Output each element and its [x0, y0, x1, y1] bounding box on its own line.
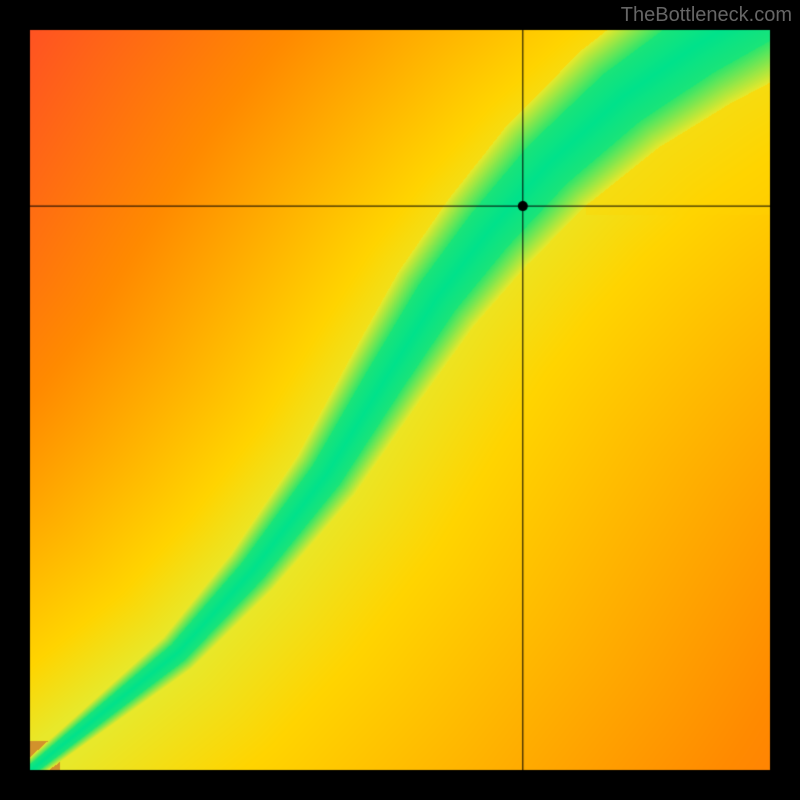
chart-container: TheBottleneck.com — [0, 0, 800, 800]
heatmap-canvas — [0, 0, 800, 800]
watermark-text: TheBottleneck.com — [621, 4, 792, 27]
heatmap-canvas-wrap — [0, 0, 800, 805]
